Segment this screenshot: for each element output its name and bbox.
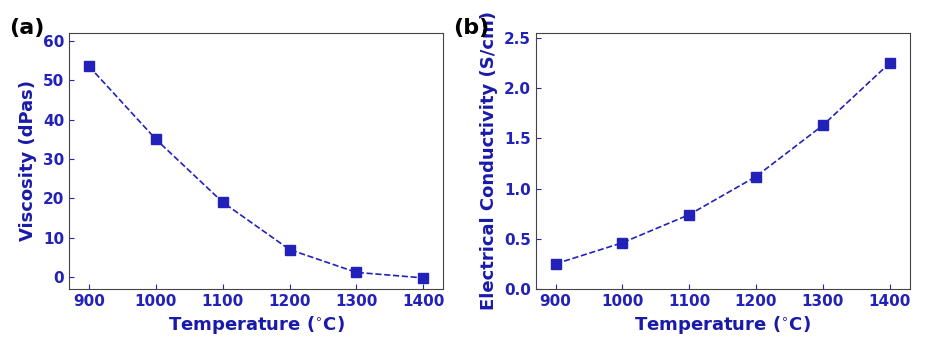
Y-axis label: Electrical Conductivity (S/cm): Electrical Conductivity (S/cm)	[480, 11, 498, 310]
Text: (a): (a)	[9, 18, 45, 38]
X-axis label: Temperature ($^{\circ}$C): Temperature ($^{\circ}$C)	[167, 314, 345, 336]
Text: (b): (b)	[453, 18, 489, 38]
Y-axis label: Viscosity (dPas): Viscosity (dPas)	[20, 80, 37, 241]
X-axis label: Temperature ($^{\circ}$C): Temperature ($^{\circ}$C)	[634, 314, 811, 336]
